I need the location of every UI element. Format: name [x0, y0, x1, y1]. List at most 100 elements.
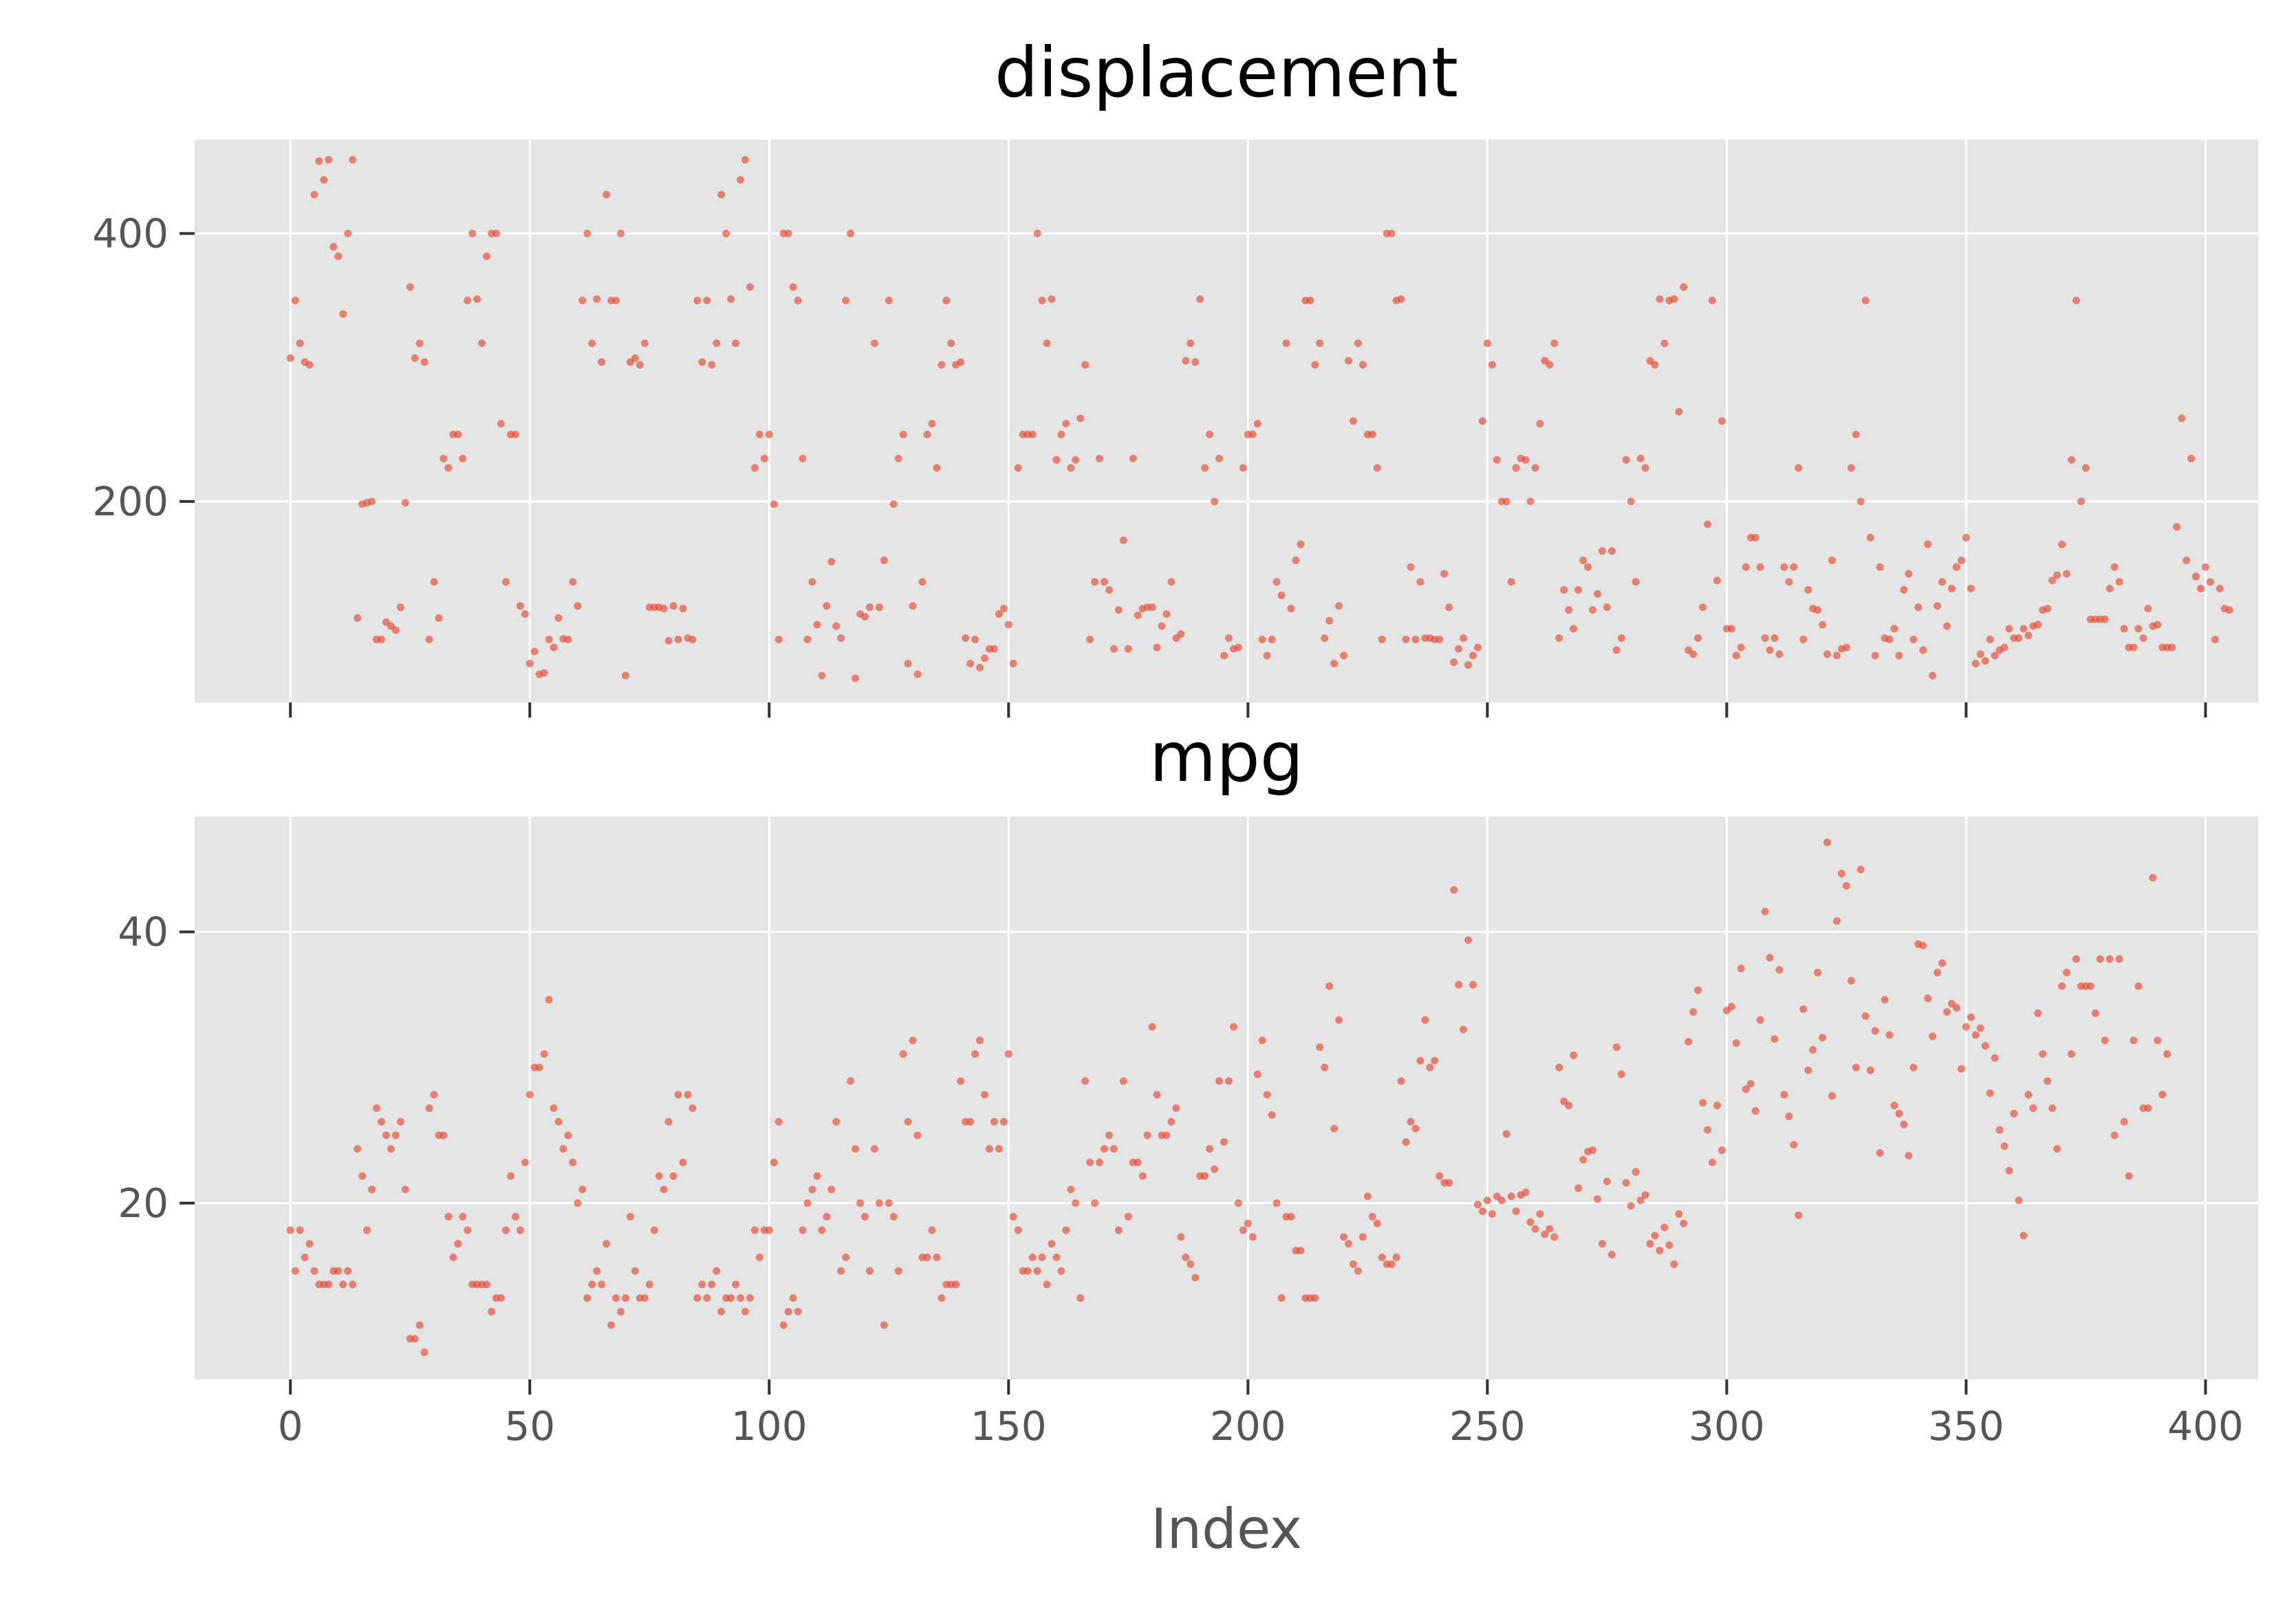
displacement-data-point: [377, 635, 385, 643]
displacement-data-point: [1579, 557, 1588, 565]
displacement-data-point: [1895, 652, 1903, 660]
mpg-data-point: [842, 1254, 850, 1262]
displacement-data-point: [962, 634, 970, 643]
displacement-data-point: [2130, 643, 2138, 652]
mpg-data-point: [1790, 1141, 1798, 1149]
mpg-data-point: [501, 1226, 510, 1234]
displacement-data-point: [660, 605, 668, 613]
displacement-data-point: [430, 578, 438, 586]
displacement-data-point: [1067, 464, 1075, 472]
displacement-data-point: [1622, 455, 1630, 464]
displacement-data-point: [1948, 584, 1956, 592]
mpg-data-point: [1570, 1051, 1578, 1059]
mpg-data-point: [1536, 1210, 1544, 1218]
displacement-data-point: [315, 157, 323, 165]
displacement-data-point: [334, 252, 343, 260]
displacement-data-point: [1986, 635, 1994, 643]
mpg-data-point: [655, 1172, 663, 1180]
displacement-data-point: [1378, 635, 1386, 643]
displacement-data-point: [349, 155, 357, 164]
displacement-data-point: [1211, 497, 1219, 506]
displacement-data-point: [1732, 652, 1740, 660]
displacement-data-point: [1971, 660, 1980, 668]
mpg-data-point: [1852, 1064, 1860, 1072]
displacement-data-point: [569, 578, 577, 586]
displacement-data-point: [760, 455, 768, 463]
mpg-data-point: [1387, 1260, 1396, 1268]
mpg-data-point: [679, 1159, 687, 1167]
displacement-data-point: [1742, 563, 1750, 571]
mpg-data-point: [1072, 1199, 1080, 1207]
displacement-data-point: [440, 455, 448, 463]
mpg-data-point: [693, 1294, 702, 1302]
mpg-data-point: [1541, 1230, 1549, 1238]
mpg-data-point: [1211, 1165, 1219, 1173]
displacement-data-point: [799, 455, 807, 463]
mpg-data-point: [1460, 1025, 1468, 1033]
mpg-data-point: [1991, 1054, 1999, 1062]
mpg-data-point: [1799, 1005, 1808, 1013]
displacement-data-point: [957, 358, 965, 366]
mpg-data-point: [803, 1199, 812, 1207]
displacement-data-point: [459, 455, 467, 463]
displacement-data-point: [1651, 361, 1659, 369]
mpg-data-point: [1555, 1064, 1563, 1072]
displacement-data-point: [1033, 229, 1041, 237]
mpg-data-point: [1067, 1185, 1075, 1194]
mpg-data-point: [827, 1185, 836, 1194]
displacement-data-point: [1158, 622, 1166, 630]
displacement-data-point: [1660, 339, 1669, 347]
mpg-data-point: [488, 1307, 496, 1315]
displacement-data-point: [693, 297, 702, 305]
displacement-data-point: [320, 175, 328, 184]
displacement-data-point: [1473, 643, 1482, 652]
displacement-data-point: [942, 297, 951, 305]
displacement-data-point: [1675, 407, 1683, 416]
displacement-data-point: [1153, 643, 1161, 652]
mpg-data-point: [999, 1117, 1008, 1126]
mpg-data-point: [832, 1117, 841, 1126]
mpg-data-point: [1756, 1016, 1764, 1024]
mpg-data-point: [938, 1294, 946, 1302]
displacement-data-point: [1119, 536, 1127, 544]
mpg-data-point: [2024, 1090, 2033, 1099]
displacement-data-point: [1407, 563, 1415, 571]
displacement-data-point: [980, 654, 988, 663]
displacement-data-point: [1201, 464, 1209, 472]
displacement-data-point: [1105, 585, 1113, 594]
mpg-data-point: [1675, 1210, 1683, 1218]
displacement-data-point: [755, 430, 763, 438]
mpg-data-point: [1656, 1247, 1664, 1255]
mpg-data-point: [1105, 1131, 1113, 1139]
x-tick-label: 50: [504, 1403, 555, 1450]
displacement-data-point: [1636, 455, 1645, 463]
displacement-data-point: [2139, 634, 2147, 643]
displacement-data-point: [1072, 455, 1080, 464]
displacement-data-point: [1574, 585, 1583, 594]
mpg-points: [286, 838, 2172, 1357]
displacement-data-point: [578, 297, 587, 305]
mpg-data-point: [526, 1090, 534, 1099]
displacement-data-point: [2196, 584, 2205, 592]
displacement-data-point: [1790, 563, 1798, 571]
displacement-data-point: [1991, 652, 1999, 660]
mpg-data-point: [640, 1294, 649, 1302]
displacement-data-point: [679, 605, 687, 613]
mpg-data-point: [511, 1212, 519, 1220]
mpg-data-point: [1411, 1124, 1420, 1132]
displacement-data-point: [928, 420, 936, 428]
displacement-data-point: [305, 361, 314, 369]
mpg-data-point: [813, 1172, 821, 1180]
mpg-data-point: [765, 1226, 773, 1234]
displacement-data-point: [823, 602, 831, 610]
mpg-data-point: [603, 1240, 611, 1248]
mpg-data-point: [1842, 882, 1850, 890]
displacement-data-point: [1598, 547, 1606, 555]
mpg-data-point: [1565, 1101, 1573, 1110]
displacement-y-ticks: 200 400: [92, 210, 195, 525]
mpg-data-point: [799, 1226, 807, 1234]
displacement-data-point: [468, 229, 477, 237]
mpg-data-point: [1052, 1254, 1061, 1262]
displacement-data-point: [530, 647, 539, 656]
mpg-data-point: [894, 1267, 902, 1275]
